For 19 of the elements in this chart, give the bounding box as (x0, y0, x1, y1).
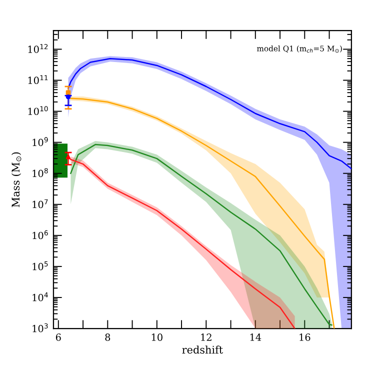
line-series (68, 58, 352, 170)
y-tick-label: 10$^{9}$ (32, 137, 48, 146)
x-tick-label: 10 (152, 334, 162, 341)
y-tick-label: 10$^{11}$ (28, 75, 48, 84)
y-tick-label: 10$^{10}$ (28, 106, 48, 116)
x-tick-label: 12 (201, 334, 212, 341)
y-axis-title: Mass (M$_{⊙}$) (11, 152, 22, 208)
y-tick-label: 10$^{7}$ (32, 199, 48, 208)
y-tick-label: 10$^{12}$ (28, 44, 48, 53)
x-tick-label: 14 (250, 334, 262, 341)
y-tick-label: 10$^{5}$ (32, 261, 48, 270)
y-tick-label: 10$^{3}$ (32, 323, 48, 332)
x-axis-title: redshift (182, 346, 223, 354)
y-tick-label: 10$^{4}$ (32, 292, 48, 302)
y-tick-label: 10$^{6}$ (32, 230, 48, 240)
x-tick-label: 8 (105, 334, 110, 341)
x-tick-label: 16 (300, 334, 310, 341)
y-tick-label: 10$^{8}$ (32, 168, 48, 178)
x-tick-label: 6 (56, 334, 61, 341)
